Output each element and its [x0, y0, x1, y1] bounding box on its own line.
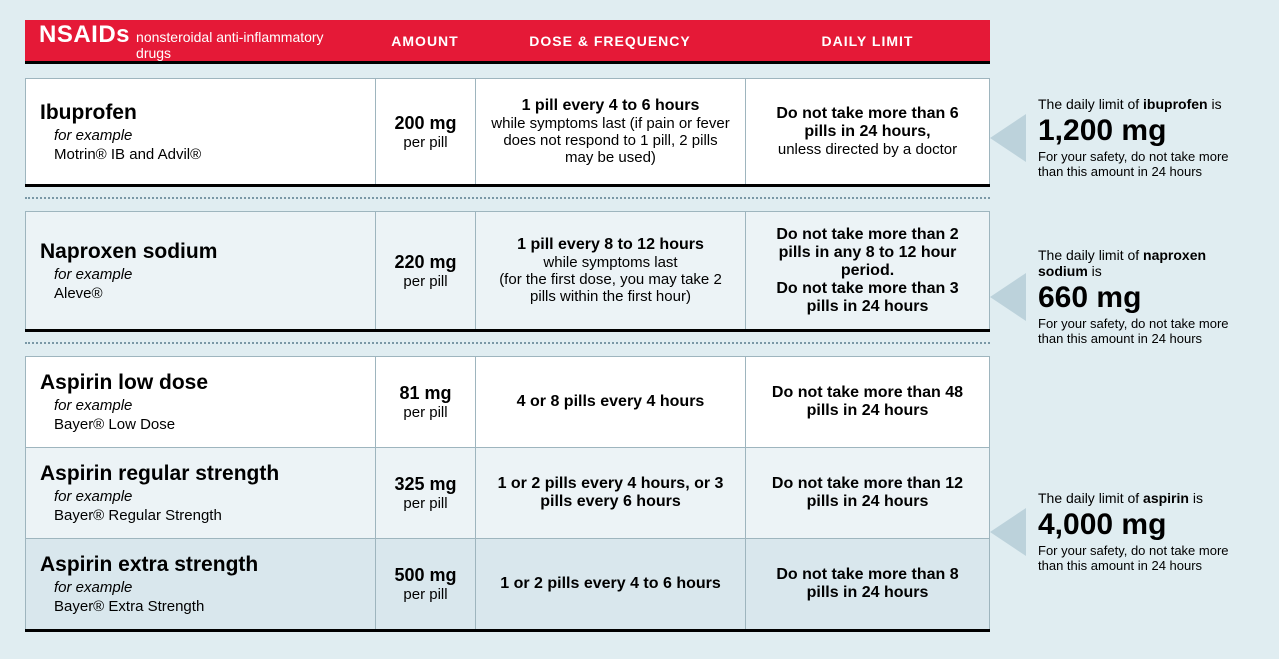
limit-main: Do not take more than 48 pills in 24 hou… — [764, 384, 971, 420]
header-title: NSAIDs — [39, 21, 130, 49]
amount-unit: per pill — [382, 495, 469, 512]
callout-aspirin: The daily limit of aspirin is 4,000 mg F… — [990, 484, 1254, 579]
callout-post: is — [1088, 263, 1102, 279]
for-example: for example — [54, 579, 361, 596]
callout-post: is — [1208, 96, 1222, 112]
callout-mg: 4,000 mg — [1038, 508, 1244, 541]
col-dose: DOSE & FREQUENCY — [475, 23, 745, 59]
dose-main: 1 pill every 8 to 12 hours — [488, 236, 733, 254]
amount: 81 mg — [382, 383, 469, 404]
brands: Bayer® Extra Strength — [54, 598, 361, 615]
separator — [25, 197, 990, 199]
separator — [25, 342, 990, 344]
dose-main: 1 or 2 pills every 4 to 6 hours — [488, 575, 733, 593]
dose-note: while symptoms last (if pain or fever do… — [488, 115, 733, 166]
row-aspirin-extra: Aspirin extra strength for example Bayer… — [25, 538, 990, 629]
callout-pre: The daily limit of — [1038, 490, 1143, 506]
limit-main: Do not take more than 6 pills in 24 hour… — [764, 105, 971, 141]
callout-pre: The daily limit of — [1038, 247, 1143, 263]
for-example: for example — [54, 397, 361, 414]
callout-drug: ibuprofen — [1143, 96, 1208, 112]
limit-main: Do not take more than 2 pills in any 8 t… — [764, 226, 971, 280]
dose-note: while symptoms last — [488, 254, 733, 271]
for-example: for example — [54, 127, 361, 144]
dose-main: 4 or 8 pills every 4 hours — [488, 393, 733, 411]
drug-name: Aspirin regular strength — [40, 462, 361, 486]
amount-unit: per pill — [382, 273, 469, 290]
dosage-table: NSAIDs nonsteroidal anti-inflammatory dr… — [25, 20, 990, 632]
for-example: for example — [54, 266, 361, 283]
callout-drug: aspirin — [1143, 490, 1189, 506]
drug-name: Aspirin extra strength — [40, 553, 361, 577]
callout-column: The daily limit of ibuprofen is 1,200 mg… — [990, 20, 1254, 632]
callout-safety: For your safety, do not take more than t… — [1038, 149, 1244, 179]
amount: 500 mg — [382, 565, 469, 586]
drug-name: Ibuprofen — [40, 101, 361, 125]
brands: Motrin® IB and Advil® — [54, 146, 361, 163]
callout-post: is — [1189, 490, 1203, 506]
amount-unit: per pill — [382, 586, 469, 603]
callout-arrow-icon — [990, 114, 1026, 162]
amount-unit: per pill — [382, 134, 469, 151]
limit-note: unless directed by a doctor — [764, 141, 971, 158]
drug-name: Aspirin low dose — [40, 371, 361, 395]
callout-mg: 660 mg — [1038, 281, 1244, 314]
drug-name: Naproxen sodium — [40, 240, 361, 264]
table-header: NSAIDs nonsteroidal anti-inflammatory dr… — [25, 20, 990, 64]
limit-main: Do not take more than 12 pills in 24 hou… — [764, 475, 971, 511]
callout-ibuprofen: The daily limit of ibuprofen is 1,200 mg… — [990, 90, 1254, 185]
amount-unit: per pill — [382, 404, 469, 421]
amount: 325 mg — [382, 474, 469, 495]
brands: Aleve® — [54, 285, 361, 302]
callout-naproxen: The daily limit of naproxen sodium is 66… — [990, 241, 1254, 352]
row-aspirin-low: Aspirin low dose for example Bayer® Low … — [25, 356, 990, 447]
dose-main: 1 or 2 pills every 4 hours, or 3 pills e… — [488, 475, 733, 511]
callout-arrow-icon — [990, 508, 1026, 556]
row-aspirin-regular: Aspirin regular strength for example Bay… — [25, 447, 990, 538]
header-subtitle: nonsteroidal anti-inflammatory drugs — [136, 29, 361, 61]
callout-arrow-icon — [990, 273, 1026, 321]
row-naproxen: Naproxen sodium for example Aleve® 220 m… — [25, 211, 990, 329]
callout-safety: For your safety, do not take more than t… — [1038, 543, 1244, 573]
for-example: for example — [54, 488, 361, 505]
col-limit: DAILY LIMIT — [745, 23, 990, 59]
brands: Bayer® Low Dose — [54, 416, 361, 433]
amount: 200 mg — [382, 113, 469, 134]
row-ibuprofen: Ibuprofen for example Motrin® IB and Adv… — [25, 78, 990, 184]
col-amount: AMOUNT — [375, 23, 475, 59]
callout-mg: 1,200 mg — [1038, 114, 1244, 147]
callout-safety: For your safety, do not take more than t… — [1038, 316, 1244, 346]
brands: Bayer® Regular Strength — [54, 507, 361, 524]
callout-pre: The daily limit of — [1038, 96, 1143, 112]
amount: 220 mg — [382, 252, 469, 273]
dose-main: 1 pill every 4 to 6 hours — [488, 97, 733, 115]
limit-main: Do not take more than 8 pills in 24 hour… — [764, 566, 971, 602]
dose-note2: (for the first dose, you may take 2 pill… — [488, 271, 733, 305]
limit-main2: Do not take more than 3 pills in 24 hour… — [764, 280, 971, 316]
